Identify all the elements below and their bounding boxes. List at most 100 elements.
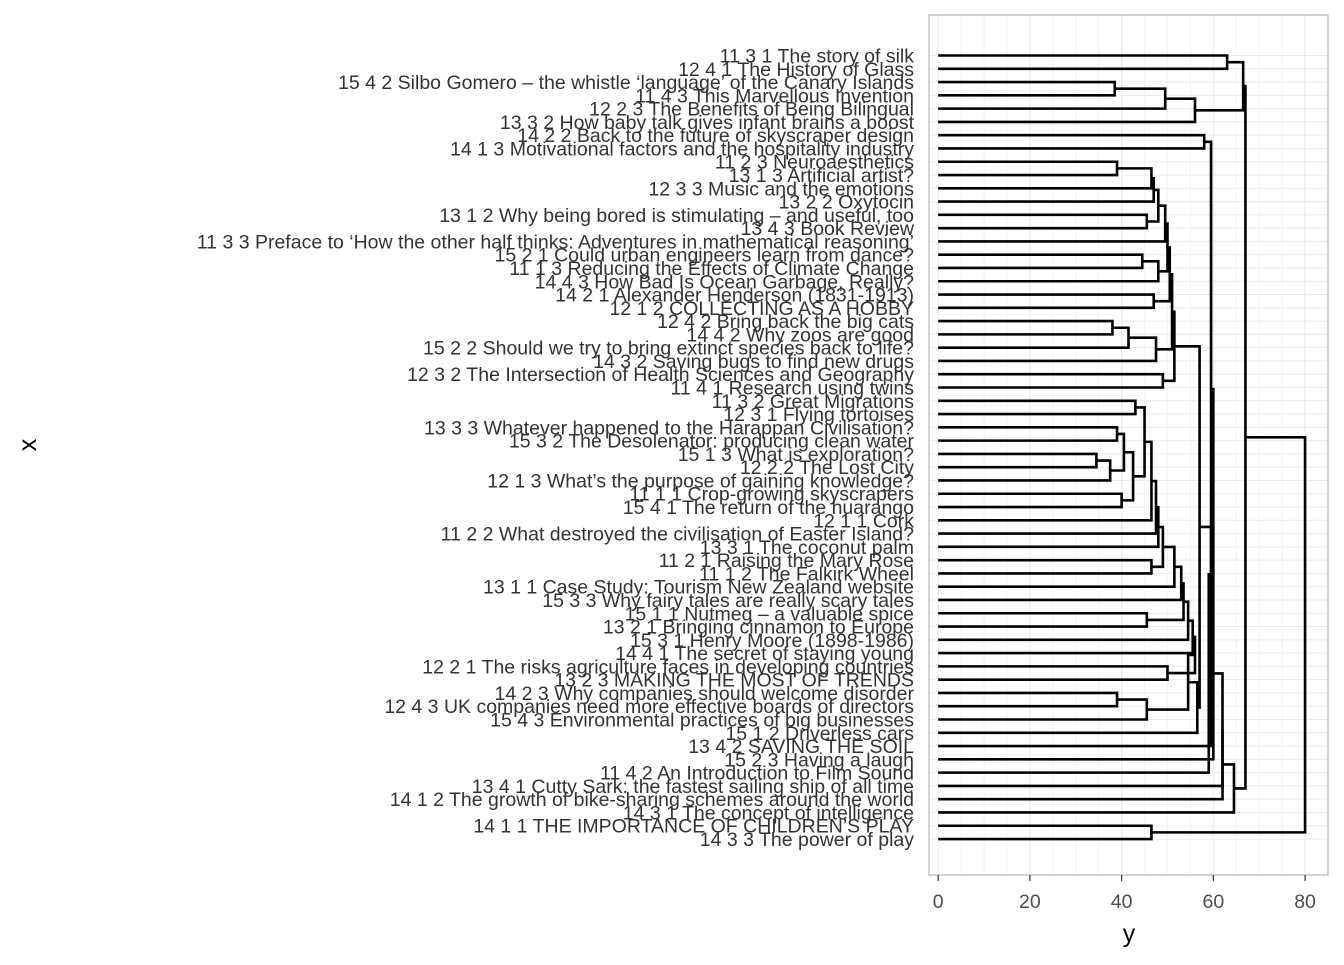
dendrogram-branch [938, 729, 1224, 801]
leaf-label: 15 3 2 The Desolenator: producing clean … [509, 431, 915, 453]
dendrogram-branch [1146, 653, 1195, 711]
leaf-label: 12 1 2 COLLECTING AS A HOBBY [609, 298, 914, 320]
dendrogram-branch [938, 665, 1169, 681]
leaf-label: 11 1 1 Crop-growing skyscrapers [629, 484, 914, 506]
leaf-label: 15 4 3 Environmental practices of big bu… [490, 710, 914, 732]
x-tick-label: 80 [1294, 891, 1316, 913]
dendrogram-branch [938, 133, 1206, 150]
leaf-label: 15 2 1 Could urban engineers learn from … [494, 245, 914, 267]
leaf-label: 12 3 2 The Intersection of Health Scienc… [407, 364, 914, 386]
leaf-label: 13 1 1 Case Study: Tourism New Zealand w… [483, 577, 914, 599]
leaf-label: 13 3 2 How baby talk gives infant brains… [500, 112, 915, 134]
leaf-label: 13 4 2 SAVING THE SOIL [688, 736, 914, 758]
dendrogram-branch [938, 824, 1153, 841]
dendrogram-branch [938, 204, 1167, 243]
dendrogram-branch [938, 545, 1176, 588]
leaf-label: 13 4 3 Book Review [741, 218, 915, 240]
dendrogram-branch [938, 399, 1137, 416]
leaf-label: 11 4 2 An Introduction to Film Sound [600, 763, 914, 785]
dendrogram-branch [1146, 582, 1185, 622]
leaf-label: 11 2 3 Neuroaesthetics [715, 152, 914, 174]
leaf-label: 12 1 3 What’s the purpose of gaining kno… [487, 470, 914, 492]
leaf-label: 14 4 1 The secret of staying young [615, 643, 914, 665]
dendrogram-branch [938, 452, 1098, 469]
leaf-label: 12 4 3 UK companies need more effective … [384, 696, 914, 718]
panel-border [928, 14, 1329, 876]
y-axis-title: x [14, 438, 42, 451]
leaf-label: 13 2 1 Bringing cinnamon to Europe [603, 617, 914, 639]
dendrogram-branch [938, 372, 1165, 389]
leaf-label: 15 4 1 The return of the huarango [623, 497, 914, 519]
leaf-label: 11 1 2 The Falkirk Wheel [699, 563, 914, 585]
leaf-label: 12 2 3 The Benefits of Being Bilingual [589, 99, 914, 121]
dendrogram-branch [1233, 84, 1247, 790]
leaf-label: 14 4 3 How Bad Is Ocean Garbage, Really? [535, 271, 915, 293]
leaf-label: 14 1 3 Motivational factors and the hosp… [450, 138, 914, 160]
leaf-label: 14 2 3 Why companies should welcome diso… [495, 683, 915, 705]
leaf-label: 15 1 2 Driverless cars [725, 723, 914, 745]
dendrogram-branch [938, 426, 1119, 442]
dendrogram-branch [938, 763, 1236, 814]
leaf-label: 15 4 2 Silbo Gomero – the whistle ‘langu… [338, 72, 914, 94]
dendrogram-branch [938, 698, 1149, 721]
leaf-label: 11 2 1 Raising the Mary Rose [659, 550, 914, 572]
dendrogram-branch [938, 167, 1153, 190]
dendrogram-branch [938, 177, 1156, 203]
dendrogram-branch [938, 558, 1153, 575]
dendrogram-branch [938, 160, 1119, 177]
dendrogram-branch [938, 440, 1153, 522]
leaf-label: 15 1 1 Nutmeg – a valuable spice [625, 603, 914, 625]
leaf-label: 14 2 2 Back to the future of skyscraper … [517, 125, 914, 147]
dendrogram-branch [1110, 432, 1126, 472]
leaf-label: 14 1 1 THE IMPORTANCE OF CHILDREN’S PLAY [473, 816, 914, 838]
leaf-label: 15 2 2 Should we try to bring extinct sp… [423, 338, 914, 360]
leaf-label: 15 3 3 Why fairy tales are really scary … [542, 590, 914, 612]
leaf-label: 13 2 3 MAKING THE MOST OF TRENDS [554, 670, 914, 692]
dendrogram-branch [938, 326, 1130, 349]
leaf-label: 14 2 1 Alexander Henderson (1831-1913) [555, 285, 914, 307]
leaf-label: 11 3 1 The story of silk [720, 46, 915, 68]
leaf-label: 13 1 2 Why being bored is stimulating – … [439, 205, 914, 227]
leaf-label: 13 4 1 Cutty Sark: the fastest sailing s… [472, 776, 914, 798]
x-tick-label: 0 [933, 891, 944, 913]
dendrogram-branch [938, 319, 1114, 336]
dendrogram-branch [938, 680, 1199, 735]
dendrogram-branch [938, 80, 1117, 97]
dendrogram-branch [1151, 436, 1307, 834]
leaf-label: 11 3 2 Great Migrations [712, 391, 915, 413]
leaf-label: 12 3 1 Flying tortoises [723, 404, 914, 426]
dendrogram-branch [938, 459, 1112, 482]
dendrogram-branch [1162, 310, 1176, 383]
leaf-label: 13 1 3 Artificial artist? [729, 165, 914, 187]
leaf-label: 12 2 2 The Lost City [740, 457, 914, 479]
dendrogram-branches [938, 54, 1307, 841]
leaf-label: 12 4 1 The History of Glass [678, 59, 914, 81]
dendrogram-branch [938, 336, 1158, 363]
x-axis-ticks: 0 20 40 60 80 [933, 875, 1316, 913]
x-axis-title: y [1123, 920, 1136, 948]
dendrogram-branch [938, 97, 1197, 124]
dendrogram-branch [1204, 140, 1213, 637]
x-tick-label: 40 [1111, 891, 1133, 913]
leaf-label: 14 4 2 Why zoos are good [686, 324, 914, 346]
x-tick-label: 20 [1019, 891, 1041, 913]
dendrogram-branch [1158, 222, 1169, 273]
dendrogram-branch [938, 672, 1224, 788]
dendrogram-branch [1146, 188, 1160, 223]
leaf-label: 13 2 2 Oxytocin [779, 192, 915, 214]
leaf-label: 11 4 3 This Marvellous Invention [635, 85, 914, 107]
dendrogram-branch [938, 611, 1149, 628]
leaf-label: 14 3 3 The power of play [700, 829, 915, 851]
dendrogram-branch [938, 87, 1167, 110]
leaf-label: 12 3 3 Music and the emotions [648, 178, 914, 200]
dendrogram-branch [938, 600, 1190, 642]
dendrogram-branch [938, 213, 1149, 230]
leaf-label: 15 3 1 Henry Moore (1898-1986) [630, 630, 914, 652]
dendrogram-branch [938, 54, 1229, 71]
leaf-label: 13 3 3 Whatever happened to the Harappan… [424, 417, 914, 439]
dendrogram-branch [1133, 406, 1146, 478]
dendrogram-branch [938, 506, 1160, 549]
